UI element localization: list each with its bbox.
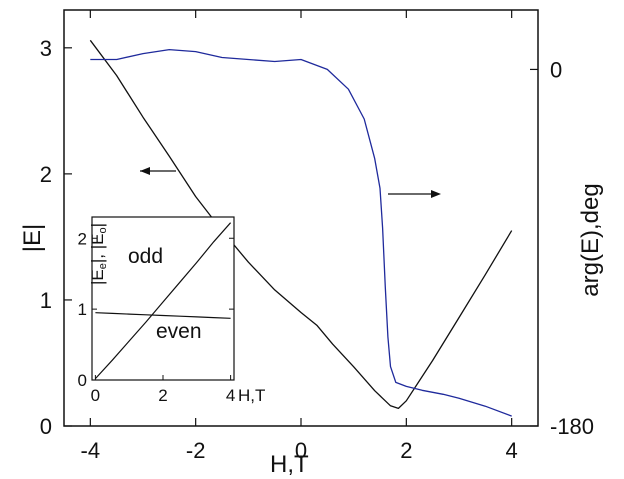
x-tick-label: 0 <box>295 438 307 463</box>
inset-y-tick-label: 1 <box>78 300 87 319</box>
y-left-axis-label: |E| <box>19 224 46 252</box>
y-left-tick-label: 3 <box>40 36 52 61</box>
inset-x-tick-label: 0 <box>91 386 100 405</box>
y-right-axis-label: arg(E),deg <box>577 183 604 296</box>
x-tick-label: 4 <box>506 438 518 463</box>
inset-x-tick-label: 2 <box>158 386 167 405</box>
inset-y-tick-label: 0 <box>78 371 87 390</box>
main-ticks: -4 -2 0 2 4 0 1 2 3 0 -180 <box>40 10 594 463</box>
left-axis-arrow <box>140 167 176 175</box>
y-left-tick-label: 1 <box>40 288 52 313</box>
inset-series-line-even <box>95 312 231 319</box>
x-axis-label: H,T <box>270 451 309 478</box>
inset-series-label-even: even <box>156 320 202 343</box>
inset-series <box>94 222 232 380</box>
main-series <box>89 39 513 417</box>
inset-y-axis-label: |Ee|, |Eo| <box>88 223 109 285</box>
series-line-phase <box>90 48 512 417</box>
y-left-tick-label: 0 <box>40 414 52 439</box>
inset-series-label-odd: odd <box>128 245 163 268</box>
inset-ticks: 0 2 4 0 1 2 <box>78 229 236 405</box>
x-tick-label: -2 <box>186 438 206 463</box>
inset-x-axis-label: H,T <box>238 386 265 405</box>
inset-background <box>92 217 234 380</box>
right-axis-arrow <box>388 190 441 198</box>
x-tick-label: -4 <box>81 438 101 463</box>
y-left-tick-label: 2 <box>40 162 52 187</box>
inset-x-tick-label: 4 <box>226 386 235 405</box>
inset-series-line-odd <box>94 222 232 380</box>
x-tick-label: 2 <box>400 438 412 463</box>
y-right-tick-label: -180 <box>550 414 594 439</box>
y-right-tick-label: 0 <box>550 57 562 82</box>
series-line-magnitude <box>89 39 513 410</box>
inset-y-tick-label: 2 <box>78 229 87 248</box>
